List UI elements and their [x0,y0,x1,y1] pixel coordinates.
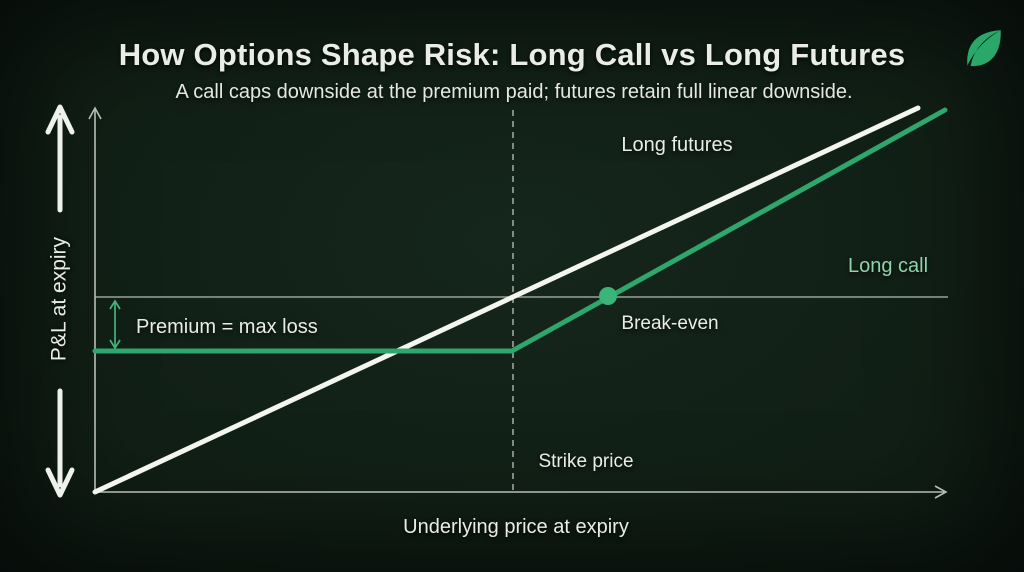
premium-arrow-top-head [109,299,121,310]
long-call-label: Long call [847,255,929,277]
x-axis-arrowhead [934,485,948,499]
long-futures-line [92,105,921,495]
strike-price-label: Strike price [538,451,634,472]
pnl-down-arrowhead [45,467,75,498]
premium-arrow-bottom-head [109,339,121,350]
leaf-logo-icon [967,30,1001,67]
y-axis-label: P&L at expiry [47,236,71,362]
break-even-dot [599,287,617,305]
long-call-line [92,107,948,354]
pnl-up-arrowhead [45,104,75,135]
break-even-label: Break-even [621,313,719,334]
page-subtitle: A call caps downside at the premium paid… [175,81,853,103]
x-axis-label: Underlying price at expiry [403,516,629,538]
premium-max-loss-label: Premium = max loss [136,316,318,338]
page-title: How Options Shape Risk: Long Call vs Lon… [118,37,906,72]
long-futures-label: Long futures [621,134,733,156]
y-axis-arrowhead [88,106,102,120]
